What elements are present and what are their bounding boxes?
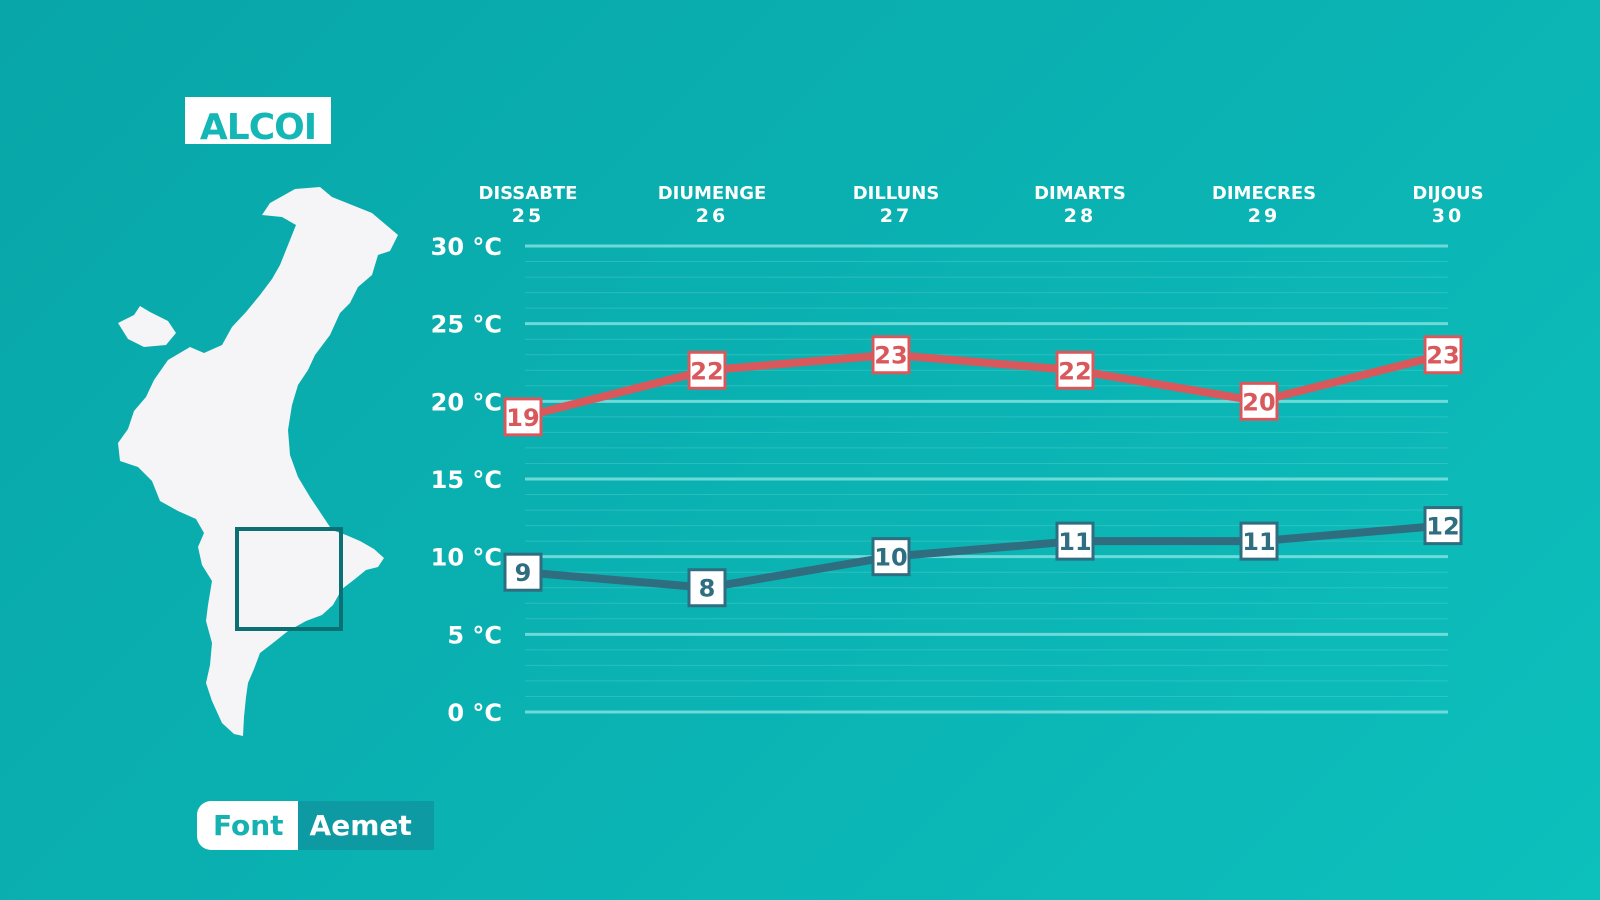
data-label: 20 xyxy=(1242,388,1275,416)
data-point: 23 xyxy=(1423,335,1463,375)
data-point: 8 xyxy=(687,568,727,608)
data-label: 11 xyxy=(1242,528,1275,556)
data-label: 23 xyxy=(1426,342,1459,370)
data-label: 11 xyxy=(1058,528,1091,556)
x-tick-date: 27 xyxy=(880,205,912,227)
x-tick-date: 25 xyxy=(512,205,544,227)
x-tick-day: DIUMENGE xyxy=(658,183,767,204)
region-map-shape xyxy=(118,187,398,736)
data-point-box xyxy=(1239,381,1279,421)
city-name: ALCOI xyxy=(199,107,317,144)
y-axis-ticks: 0 °C 5 °C 10 °C 15 °C 20 °C 25 °C 30 °C xyxy=(431,233,502,727)
data-label: 22 xyxy=(1058,357,1091,385)
data-point-box xyxy=(871,537,911,577)
y-tick-label: 15 °C xyxy=(431,466,502,494)
y-tick-label: 0 °C xyxy=(447,699,502,727)
series-line xyxy=(519,521,1447,592)
data-point: 10 xyxy=(871,537,911,577)
data-point-box xyxy=(1423,335,1463,375)
series-lines xyxy=(519,350,1447,592)
source-badge: Font Aemet xyxy=(197,801,434,850)
data-label: 19 xyxy=(506,404,539,432)
data-label: 12 xyxy=(1426,513,1459,541)
data-point-box xyxy=(503,552,543,592)
y-tick-label: 5 °C xyxy=(447,621,502,649)
x-tick-day: DILLUNS xyxy=(853,183,940,204)
data-point: 19 xyxy=(503,397,543,437)
data-label: 22 xyxy=(690,357,723,385)
series-markers: 19 22 23 22 20 23 9 8 10 11 11 12 xyxy=(503,335,1463,608)
region-map xyxy=(118,187,398,736)
series-line xyxy=(519,350,1447,421)
data-label: 8 xyxy=(699,575,716,603)
x-tick-day: DIMECRES xyxy=(1212,183,1316,204)
city-badge: ALCOI xyxy=(185,97,331,144)
minor-grid xyxy=(525,261,1448,697)
data-point: 22 xyxy=(687,350,727,390)
data-label: 23 xyxy=(874,342,907,370)
x-tick-day: DIMARTS xyxy=(1034,183,1126,204)
x-tick-date: 28 xyxy=(1064,205,1096,227)
data-point-box xyxy=(871,335,911,375)
y-tick-label: 30 °C xyxy=(431,233,502,261)
y-tick-label: 25 °C xyxy=(431,311,502,339)
y-tick-label: 20 °C xyxy=(431,388,502,416)
data-point-box xyxy=(1423,506,1463,546)
x-tick-day: DIJOUS xyxy=(1412,183,1483,204)
source-label: Font xyxy=(197,801,298,850)
major-grid xyxy=(525,244,1448,714)
data-label: 10 xyxy=(874,544,907,572)
data-point: 22 xyxy=(1055,350,1095,390)
data-point: 11 xyxy=(1239,521,1279,561)
data-label: 9 xyxy=(515,559,532,587)
area-frame xyxy=(235,527,343,631)
data-point: 11 xyxy=(1055,521,1095,561)
data-point-box xyxy=(1239,521,1279,561)
x-tick-day: DISSABTE xyxy=(479,183,578,204)
data-point-box xyxy=(503,397,543,437)
data-point-box xyxy=(1055,521,1095,561)
x-tick-date: 30 xyxy=(1432,205,1464,227)
y-tick-label: 10 °C xyxy=(431,544,502,572)
data-point: 12 xyxy=(1423,506,1463,546)
data-point-box xyxy=(687,350,727,390)
data-point: 20 xyxy=(1239,381,1279,421)
data-point: 9 xyxy=(503,552,543,592)
x-tick-date: 26 xyxy=(696,205,728,227)
region-islet xyxy=(118,306,176,347)
data-point-box xyxy=(687,568,727,608)
data-point: 23 xyxy=(871,335,911,375)
source-name: Aemet xyxy=(297,801,434,850)
data-point-box xyxy=(1055,350,1095,390)
x-tick-date: 29 xyxy=(1248,205,1280,227)
